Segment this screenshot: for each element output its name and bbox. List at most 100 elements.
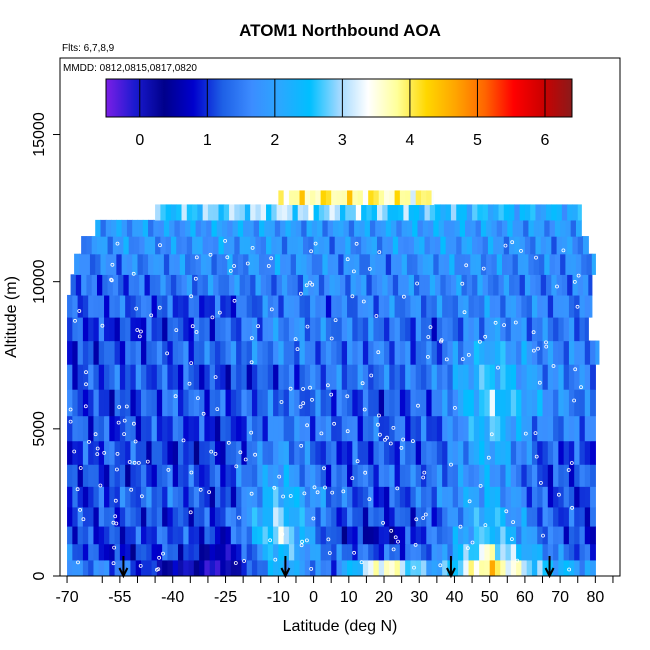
heatmap-cell	[473, 440, 480, 465]
heatmap-cell	[331, 440, 338, 465]
heatmap-cell	[526, 389, 533, 417]
heatmap-cell	[491, 219, 498, 237]
heatmap-cell	[271, 274, 278, 296]
heatmap-cell	[199, 364, 205, 390]
heatmap-cell	[220, 559, 227, 576]
heatmap-cell	[186, 274, 193, 296]
heatmap-cell	[130, 543, 137, 561]
heatmap-cell	[144, 236, 151, 255]
heatmap-cell	[77, 559, 84, 576]
heatmap-cell	[230, 559, 237, 576]
heatmap-cell	[384, 525, 390, 545]
heatmap-cell	[135, 415, 142, 442]
heatmap-cell	[209, 525, 216, 545]
heatmap-cell	[236, 340, 242, 365]
heatmap-cell	[345, 274, 352, 296]
heatmap-cell	[572, 274, 579, 296]
heatmap-cell	[463, 559, 470, 576]
heatmap-cell	[315, 389, 322, 417]
heatmap-cell	[468, 559, 475, 576]
heatmap-cell	[494, 464, 501, 487]
heatmap-cell	[75, 274, 82, 296]
heatmap-cell	[67, 415, 73, 442]
heatmap-cell	[336, 506, 343, 527]
heatmap-cell	[472, 274, 478, 296]
heatmap-cell	[494, 389, 501, 417]
heatmap-cell	[357, 440, 364, 465]
heatmap-cell	[125, 525, 132, 545]
heatmap-cell	[540, 204, 547, 221]
heatmap-cell	[531, 464, 538, 487]
heatmap-cell	[278, 317, 285, 342]
heatmap-cell	[169, 219, 176, 237]
heatmap-cell	[139, 236, 146, 255]
heatmap-cell	[405, 440, 412, 465]
heatmap-cell	[82, 389, 89, 417]
heatmap-cell	[88, 525, 95, 545]
heatmap-cell	[502, 219, 508, 237]
heatmap-cell	[336, 440, 343, 465]
heatmap-cell	[494, 559, 501, 576]
heatmap-cell	[362, 525, 369, 545]
heatmap-cell	[315, 317, 322, 342]
sample-point	[131, 271, 136, 276]
heatmap-cell	[216, 219, 223, 237]
heatmap-cell	[382, 204, 389, 221]
heatmap-cell	[267, 389, 274, 417]
colorbar-tick-label: 2	[270, 132, 279, 149]
heatmap-cell	[510, 440, 517, 465]
heatmap-cell	[88, 506, 95, 527]
heatmap-cell	[96, 236, 103, 255]
sample-point	[470, 540, 475, 545]
heatmap-cell	[463, 464, 470, 487]
heatmap-cell	[517, 219, 524, 237]
heatmap-cell	[246, 389, 253, 417]
heatmap-cell	[135, 340, 142, 365]
heatmap-cell	[262, 389, 269, 417]
heatmap-cell	[183, 486, 190, 508]
heatmap-cell	[341, 415, 348, 442]
heatmap-cell	[568, 294, 575, 318]
heatmap-cell	[135, 559, 142, 576]
sample-point	[315, 490, 320, 495]
heatmap-cell	[392, 204, 399, 221]
heatmap-cell	[310, 317, 316, 342]
heatmap-cell	[162, 317, 169, 342]
heatmap-cell	[549, 253, 556, 275]
heatmap-cell	[299, 464, 306, 487]
heatmap-cell	[389, 190, 396, 206]
heatmap-cell	[288, 190, 295, 206]
heatmap-cell	[384, 486, 390, 508]
heatmap-cell	[484, 294, 491, 318]
heatmap-cell	[584, 415, 591, 442]
heatmap-cell	[468, 506, 475, 527]
heatmap-cell	[568, 340, 575, 365]
heatmap-cell	[389, 389, 396, 417]
heatmap-cell	[373, 506, 380, 527]
heatmap-cell	[204, 506, 211, 527]
sample-point	[573, 367, 578, 372]
heatmap-cell	[452, 525, 459, 545]
heatmap-cell	[493, 236, 500, 255]
sample-point	[301, 387, 306, 391]
heatmap-cell	[385, 219, 392, 237]
heatmap-cell	[114, 464, 121, 487]
heatmap-cell	[149, 274, 156, 296]
heatmap-cell	[167, 543, 174, 561]
sample-point	[136, 460, 141, 465]
heatmap-cell	[403, 236, 410, 255]
heatmap-cell	[533, 219, 540, 237]
heatmap-cell	[278, 389, 285, 417]
heatmap-cell	[546, 204, 552, 221]
heatmap-cell	[535, 204, 542, 221]
heatmap-cell	[392, 236, 399, 255]
heatmap-cell	[199, 340, 205, 365]
heatmap-cell	[556, 236, 563, 255]
heatmap-cell	[442, 464, 449, 487]
heatmap-cell	[139, 274, 146, 296]
heatmap-cell	[246, 559, 253, 576]
heatmap-cell	[568, 364, 575, 390]
heatmap-cell	[227, 253, 234, 275]
heatmap-cell	[484, 440, 491, 465]
heatmap-cell	[315, 415, 322, 442]
